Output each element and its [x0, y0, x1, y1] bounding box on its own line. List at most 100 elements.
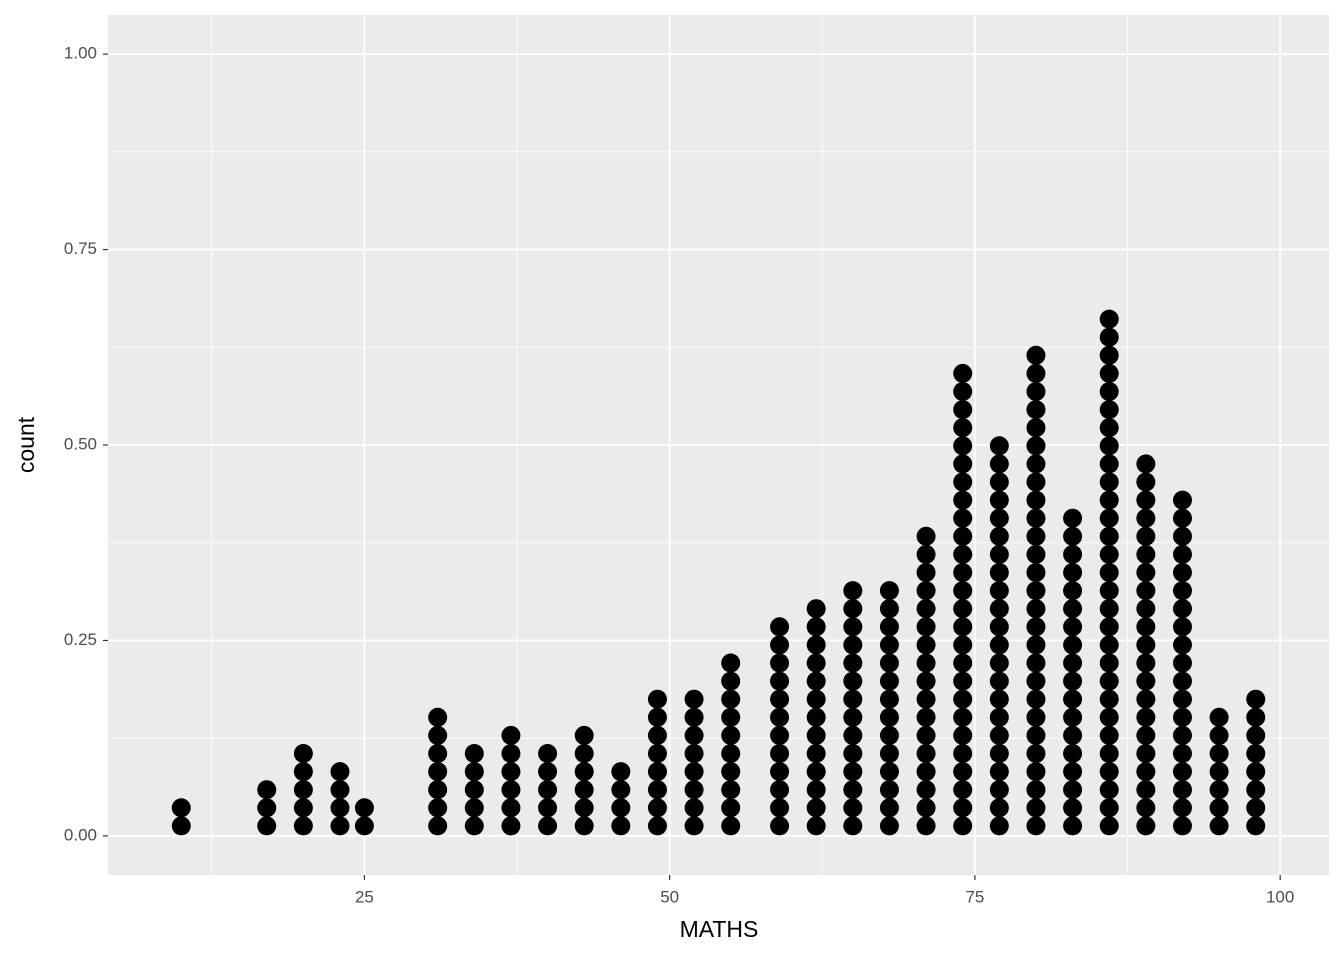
dot: [293, 762, 313, 782]
dot: [879, 762, 899, 782]
dot: [1099, 725, 1119, 745]
dot: [1099, 400, 1119, 420]
dot: [770, 617, 790, 637]
dot: [1246, 707, 1266, 727]
dot: [1063, 581, 1083, 601]
dot: [989, 780, 1009, 800]
dot: [501, 780, 521, 800]
dot: [1209, 725, 1229, 745]
dot: [293, 744, 313, 764]
dot: [684, 744, 704, 764]
dot: [1063, 671, 1083, 691]
dot: [1136, 472, 1156, 492]
dot: [879, 599, 899, 619]
dot: [684, 780, 704, 800]
dot: [770, 780, 790, 800]
dot: [611, 816, 631, 836]
dot: [1099, 345, 1119, 365]
dot: [647, 744, 667, 764]
dot: [953, 544, 973, 564]
dot: [1209, 707, 1229, 727]
dot: [1026, 581, 1046, 601]
dot: [989, 617, 1009, 637]
dot: [171, 798, 191, 818]
dot: [1136, 635, 1156, 655]
dot: [1026, 780, 1046, 800]
dot: [879, 617, 899, 637]
dot: [538, 780, 558, 800]
dot: [721, 707, 741, 727]
dot: [953, 563, 973, 583]
dot: [1136, 798, 1156, 818]
dot: [843, 653, 863, 673]
dot: [538, 744, 558, 764]
dot: [989, 544, 1009, 564]
dot: [684, 707, 704, 727]
dot: [1136, 816, 1156, 836]
dot: [916, 526, 936, 546]
dot: [1136, 508, 1156, 528]
dot: [293, 816, 313, 836]
dot: [806, 653, 826, 673]
dot: [953, 382, 973, 402]
dot: [684, 816, 704, 836]
dot: [257, 780, 277, 800]
dot: [770, 762, 790, 782]
dot: [1099, 581, 1119, 601]
dot: [1136, 563, 1156, 583]
dot: [1099, 526, 1119, 546]
dot: [1099, 635, 1119, 655]
dot: [916, 581, 936, 601]
dot: [1136, 581, 1156, 601]
dot: [953, 798, 973, 818]
dot: [538, 762, 558, 782]
dot: [1209, 780, 1229, 800]
dot: [1026, 400, 1046, 420]
dot: [1136, 707, 1156, 727]
dot: [806, 689, 826, 709]
dot: [1099, 508, 1119, 528]
dot: [843, 816, 863, 836]
dot: [171, 816, 191, 836]
dot: [611, 780, 631, 800]
dot: [428, 707, 448, 727]
dot: [1026, 472, 1046, 492]
dot: [1099, 599, 1119, 619]
dot: [989, 472, 1009, 492]
dot: [989, 581, 1009, 601]
dot: [1209, 744, 1229, 764]
dot: [989, 689, 1009, 709]
dot: [806, 617, 826, 637]
dot: [1099, 382, 1119, 402]
dot: [770, 798, 790, 818]
dot: [1136, 725, 1156, 745]
dot: [879, 798, 899, 818]
y-tick-label: 0.25: [64, 630, 97, 649]
dot: [916, 544, 936, 564]
dot: [1026, 563, 1046, 583]
dot: [916, 816, 936, 836]
dot: [330, 780, 350, 800]
dot: [806, 780, 826, 800]
dot: [464, 762, 484, 782]
dot: [1099, 744, 1119, 764]
dot: [916, 780, 936, 800]
dot: [721, 744, 741, 764]
dot: [1063, 635, 1083, 655]
dot: [464, 780, 484, 800]
dot: [916, 671, 936, 691]
dot: [1136, 490, 1156, 510]
dot: [1026, 382, 1046, 402]
dot: [953, 762, 973, 782]
dot: [879, 780, 899, 800]
dot: [953, 454, 973, 474]
dot: [1026, 798, 1046, 818]
dot: [428, 798, 448, 818]
dot: [647, 689, 667, 709]
dot: [1172, 544, 1192, 564]
dot: [1172, 671, 1192, 691]
dot: [953, 725, 973, 745]
dot: [1099, 617, 1119, 637]
dot: [1063, 544, 1083, 564]
dot: [770, 635, 790, 655]
